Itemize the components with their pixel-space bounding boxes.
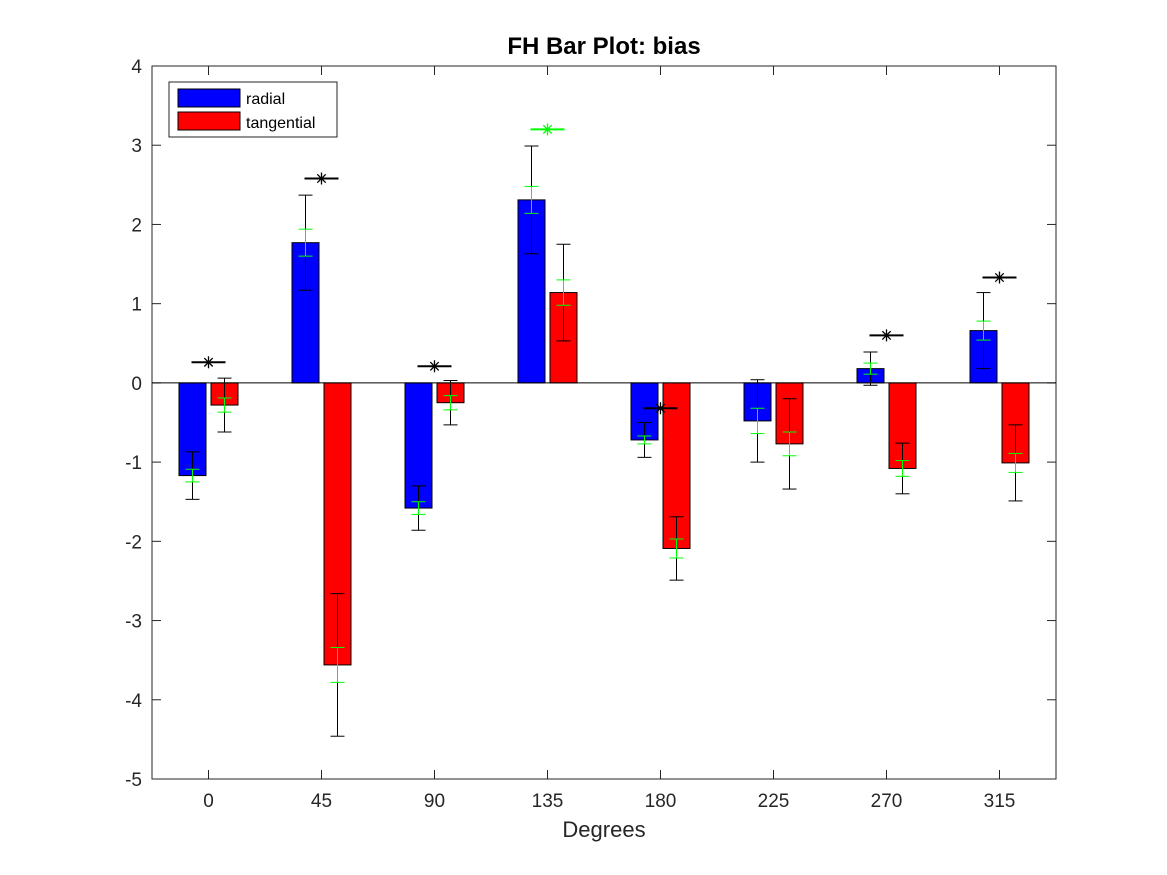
legend-label-radial: radial (246, 91, 285, 108)
x-tick-label: 45 (311, 791, 332, 812)
plot-area: -5 -4 -3 -2 -1 0 1 2 3 4 0 45 90 135 180 225 270 315 (125, 57, 1057, 812)
significance-asterisk-stroke (542, 124, 553, 135)
significance-asterisk-stroke (881, 330, 892, 341)
significance-marker (417, 360, 452, 373)
significance-asterisk-stroke (316, 173, 327, 184)
y-tick-label: 0 (131, 374, 142, 395)
legend-swatch-radial (177, 88, 241, 108)
y-tick-label: -3 (125, 612, 142, 633)
legend-label-tangential: tangential (246, 115, 315, 132)
x-axis-label: Degrees (562, 817, 645, 842)
significance-marker (982, 271, 1017, 284)
y-tick-label: 4 (131, 57, 142, 78)
x-tick-label: 180 (645, 791, 677, 812)
bar-radial (517, 199, 546, 384)
x-tick-label: 90 (424, 791, 445, 812)
x-tick-label: 225 (758, 791, 790, 812)
y-tick-label: 1 (131, 295, 142, 316)
y-tick-label: 2 (131, 215, 142, 236)
significance-marker (869, 329, 904, 342)
y-tick-label: 3 (131, 136, 142, 157)
significance-asterisk-stroke (203, 357, 214, 367)
significance-marker (191, 356, 226, 369)
significance-asterisk-stroke (994, 272, 1005, 283)
y-tick-label: -4 (125, 691, 142, 712)
plot-frame (151, 65, 1057, 780)
y-tick-label: -5 (125, 770, 142, 791)
significance-marker (530, 123, 565, 136)
chart-title: FH Bar Plot: bias (507, 33, 700, 60)
x-tick-label: 270 (871, 791, 903, 812)
y-tick-label: -1 (125, 453, 142, 474)
legend: radial tangential (168, 81, 338, 138)
significance-asterisk-stroke (429, 361, 440, 371)
legend-swatch-tangential (177, 111, 241, 131)
significance-marker (643, 402, 678, 415)
significance-asterisk-stroke (655, 403, 666, 413)
y-tick-label: -2 (125, 532, 142, 553)
significance-marker (304, 172, 339, 185)
x-tick-label: 0 (203, 791, 214, 812)
x-tick-label: 315 (984, 791, 1016, 812)
x-tick-label: 135 (532, 791, 564, 812)
